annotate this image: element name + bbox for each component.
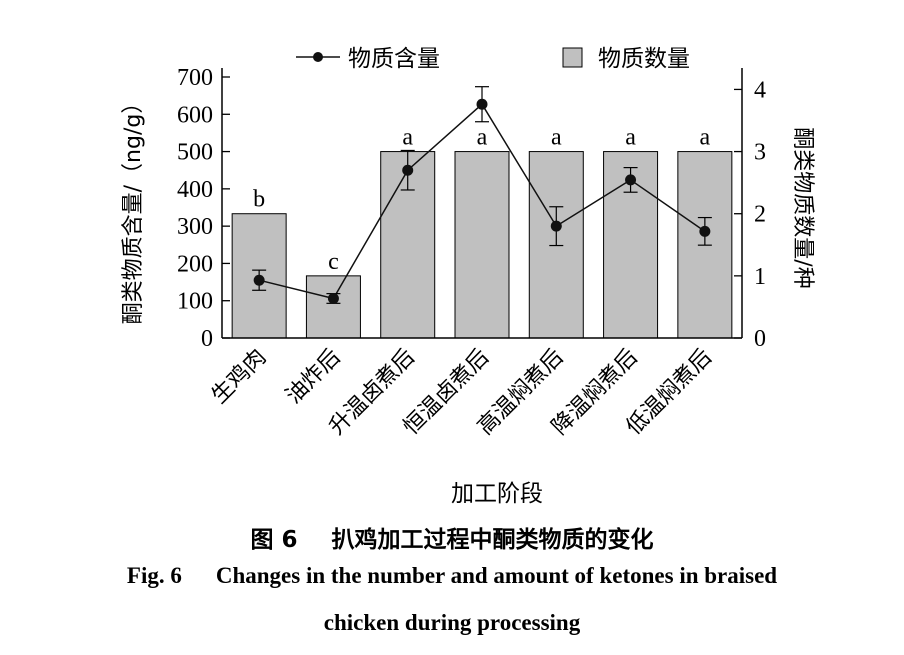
bar-significance-label: a <box>551 125 562 151</box>
caption-en-figure-number: Fig. 6 <box>126 563 182 588</box>
y-tick-label-right: 3 <box>754 140 766 166</box>
y-tick-label-left: 700 <box>177 65 213 91</box>
bar-significance-label: a <box>700 125 711 151</box>
x-tick-label: 生鸡肉 <box>207 345 271 409</box>
y-tick-label-left: 300 <box>177 214 213 240</box>
caption-english-line1: Fig. 6 Changes in the number and amount o… <box>0 563 904 589</box>
bar-significance-label: a <box>477 125 488 151</box>
x-axis-title: 加工阶段 <box>451 481 543 507</box>
caption-cn-figure-number: 图 6 <box>250 527 298 553</box>
legend: 物质含量 物质数量 <box>296 46 690 72</box>
caption-chinese: 图 6 扒鸡加工过程中酮类物质的变化 <box>0 520 904 554</box>
data-point <box>625 174 637 186</box>
chart: 物质含量 物质数量 b c a a a a a 0 100 200 300 400 500 600 700 0… <box>121 46 815 507</box>
data-point <box>402 164 414 176</box>
data-point <box>699 225 711 237</box>
caption-cn-text: 扒鸡加工过程中酮类物质的变化 <box>331 527 654 553</box>
y-tick-label-left: 200 <box>177 251 213 277</box>
data-point <box>476 98 488 110</box>
bar-significance-label: a <box>402 125 413 151</box>
y-tick-label-right: 2 <box>754 202 766 228</box>
legend-marker-swatch <box>313 52 323 62</box>
bar-significance-label: a <box>625 125 636 151</box>
y-tick-label-right: 4 <box>754 77 766 103</box>
legend-line-label: 物质含量 <box>348 46 440 72</box>
y-tick-label-right: 0 <box>754 326 766 352</box>
y-tick-label-right: 1 <box>754 264 766 290</box>
bar-significance-label: b <box>253 187 265 213</box>
x-tick-label: 油炸后 <box>281 345 345 409</box>
y-axis-title-right: 酮类物质数量/种 <box>790 127 815 288</box>
y-tick-label-left: 500 <box>177 140 213 166</box>
y-axis-title-left: 酮类物质含量/（ng/g） <box>121 92 146 325</box>
legend-bar-swatch <box>562 47 583 68</box>
bar <box>454 151 510 339</box>
bar <box>305 275 361 339</box>
y-tick-label-left: 100 <box>177 289 213 315</box>
y-tick-label-left: 400 <box>177 177 213 203</box>
bar-significance-label: c <box>328 249 339 275</box>
data-point <box>550 220 562 232</box>
y-tick-label-left: 0 <box>201 326 213 352</box>
legend-bar-label: 物质数量 <box>598 46 690 72</box>
caption-english-line2: chicken during processing <box>323 610 581 635</box>
caption-en-text-line1: Changes in the number and amount of keto… <box>215 563 778 588</box>
data-point <box>327 292 339 304</box>
data-point <box>253 274 265 286</box>
plot-area: b c a a a a a 0 100 200 300 400 500 600 700 0 1 2 3 4 生鸡肉 油炸后… <box>121 65 815 507</box>
y-tick-label-left: 600 <box>177 102 213 128</box>
